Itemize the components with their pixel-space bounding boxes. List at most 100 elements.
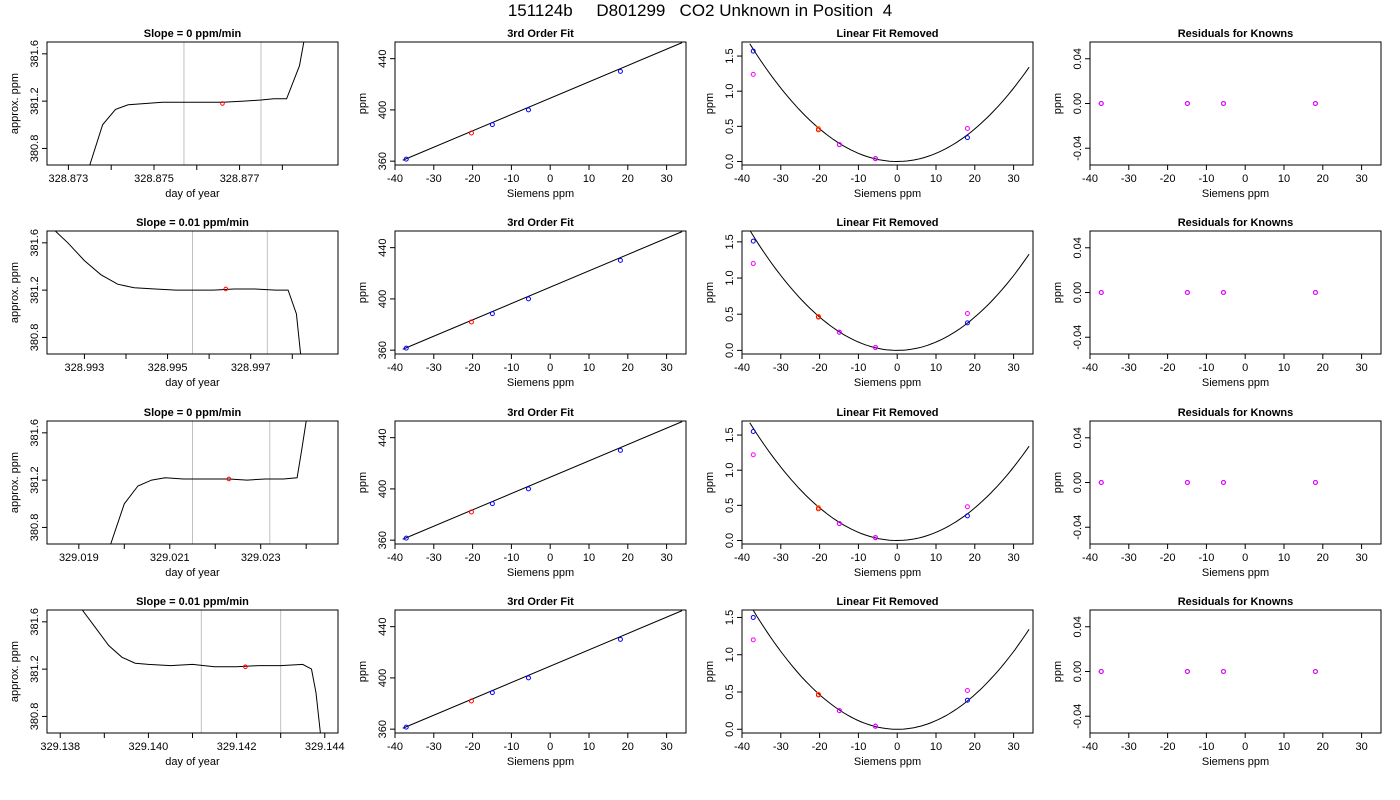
y-tick-label: 440 [377, 238, 389, 256]
y-tick-label: 0.5 [724, 498, 736, 513]
x-tick-label: 329.023 [241, 552, 281, 564]
x-tick-label: -30 [773, 362, 789, 374]
x-tick-label: 329.138 [40, 741, 80, 753]
y-tick-label: 360 [377, 152, 389, 170]
y-tick-label: 0.5 [724, 684, 736, 699]
y-tick-label: -0.04 [1072, 325, 1084, 350]
x-tick-label: -10 [503, 173, 519, 185]
data-point-reference [1312, 101, 1318, 106]
y-tick-label: 381.2 [29, 655, 41, 683]
y-axis-label: approx. ppm [9, 641, 21, 702]
x-tick-label: 20 [1317, 552, 1329, 564]
y-axis-label: approx. ppm [9, 452, 21, 513]
y-tick-label: 0.00 [1072, 93, 1084, 114]
data-point-known [617, 447, 623, 453]
x-tick-label: 30 [660, 362, 672, 374]
chart-title: Residuals for Knowns [1178, 596, 1294, 608]
x-tick-label: 329.140 [129, 741, 169, 753]
x-tick-label: 30 [1007, 362, 1019, 374]
x-tick-label: 10 [930, 741, 942, 753]
x-tick-label: -10 [850, 362, 866, 374]
x-tick-label: 0 [894, 741, 900, 753]
data-point-known [964, 513, 970, 519]
fit-curve [752, 610, 1030, 730]
x-axis-label: Siemens ppm [854, 756, 921, 768]
data-point-known [403, 156, 409, 162]
x-axis-label: Siemens ppm [1202, 756, 1269, 768]
x-tick-label: 20 [969, 173, 981, 185]
x-tick-label: 10 [1278, 362, 1290, 374]
y-tick-label: 440 [377, 428, 389, 446]
x-tick-label: -20 [465, 173, 481, 185]
data-point-known [750, 614, 756, 620]
data-point-known [617, 257, 623, 263]
y-tick-label: 381.6 [29, 419, 41, 447]
y-tick-label: 360 [377, 531, 389, 549]
data-point-known [964, 320, 970, 326]
data-point-known [750, 429, 756, 435]
y-tick-label: 1.5 [724, 234, 736, 249]
y-tick-label: 1.0 [724, 270, 736, 285]
x-tick-label: 0 [894, 552, 900, 564]
x-tick-label: -20 [1160, 362, 1176, 374]
plot-frame [741, 230, 1034, 355]
y-tick-label: -0.04 [1072, 136, 1084, 161]
x-tick-label: -40 [387, 362, 403, 374]
plot-frame [394, 420, 687, 545]
y-axis-label: ppm [704, 282, 716, 303]
y-tick-label: 1.5 [724, 48, 736, 63]
data-point-reference [750, 637, 756, 643]
data-point-known [489, 122, 495, 128]
x-tick-label: 20 [622, 362, 634, 374]
x-axis-label: day of year [165, 756, 220, 768]
data-point-reference [750, 71, 756, 77]
y-axis-label: ppm [704, 472, 716, 493]
x-axis-label: Siemens ppm [854, 188, 921, 200]
fit-line [402, 42, 683, 161]
y-axis-label: ppm [1052, 661, 1064, 682]
y-tick-label: 400 [377, 101, 389, 119]
x-tick-label: -40 [1082, 741, 1098, 753]
x-tick-label: 10 [930, 362, 942, 374]
x-tick-label: -40 [387, 741, 403, 753]
chart-title: Linear Fit Removed [836, 28, 938, 40]
data-point-reference [750, 261, 756, 267]
data-point-known [489, 690, 495, 696]
x-tick-label: 0 [1242, 362, 1248, 374]
x-tick-label: 329.019 [59, 552, 99, 564]
data-point-known [750, 238, 756, 244]
x-tick-label: 30 [660, 741, 672, 753]
x-tick-label: 10 [583, 362, 595, 374]
plot-frame [741, 420, 1034, 545]
chart-title: Linear Fit Removed [836, 596, 938, 608]
y-tick-label: 380.8 [29, 514, 41, 542]
x-tick-label: 20 [622, 173, 634, 185]
x-tick-label: 0 [547, 741, 553, 753]
y-tick-label: 380.8 [29, 324, 41, 352]
y-tick-label: 0.04 [1072, 237, 1084, 258]
x-tick-label: -10 [1198, 741, 1214, 753]
y-tick-label: 0.0 [724, 722, 736, 737]
x-tick-label: 328.997 [231, 362, 271, 374]
data-point-unknown [815, 506, 821, 512]
data-point-reference [1098, 101, 1104, 106]
x-axis-label: Siemens ppm [854, 567, 921, 579]
x-tick-label: -10 [850, 173, 866, 185]
data-point-known [525, 107, 531, 113]
y-axis-label: approx. ppm [9, 262, 21, 323]
x-tick-label: -30 [1121, 173, 1137, 185]
x-tick-label: -40 [734, 362, 750, 374]
unknown-marker [220, 101, 225, 106]
y-tick-label: 0.04 [1072, 48, 1084, 69]
y-tick-label: 1.5 [724, 610, 736, 625]
x-axis-label: Siemens ppm [1202, 188, 1269, 200]
x-tick-label: -20 [812, 362, 828, 374]
data-point-unknown [468, 319, 474, 325]
data-point-known [964, 135, 970, 141]
data-point-known [525, 675, 531, 681]
